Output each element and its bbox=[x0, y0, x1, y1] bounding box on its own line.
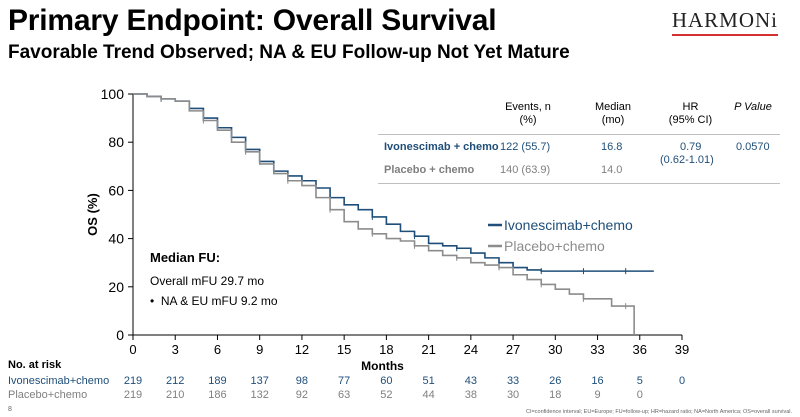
risk-cell: 38 bbox=[464, 389, 477, 401]
header-pvalue: P Value bbox=[734, 101, 772, 113]
y-tick-label: 100 bbox=[101, 86, 125, 102]
row-pbo-median: 14.0 bbox=[601, 164, 623, 176]
risk-cell: 5 bbox=[636, 375, 643, 387]
page-number: 8 bbox=[8, 406, 12, 413]
x-tick-label: 30 bbox=[548, 342, 562, 357]
risk-cell: 26 bbox=[549, 375, 562, 387]
risk-cell: 44 bbox=[422, 389, 435, 401]
mfu-title: Median FU: bbox=[150, 250, 221, 265]
page-title: Primary Endpoint: Overall Survival bbox=[8, 4, 497, 37]
x-tick-label: 9 bbox=[256, 342, 263, 357]
row-ivo-hr: 0.79 bbox=[680, 141, 702, 153]
header-hr: HR (95% CI) bbox=[668, 101, 713, 126]
risk-cell: 77 bbox=[338, 375, 351, 387]
x-tick-label: 33 bbox=[590, 342, 604, 357]
table-divider-bottom bbox=[378, 183, 780, 184]
x-tick-label: 6 bbox=[214, 342, 221, 357]
risk-cell: 30 bbox=[506, 389, 520, 401]
table-divider-top bbox=[378, 134, 780, 135]
y-tick-label: 40 bbox=[108, 231, 124, 247]
x-tick-label: 27 bbox=[506, 342, 520, 357]
risk-cell: 0 bbox=[636, 389, 643, 401]
risk-row-pbo-label: Placebo+chemo bbox=[8, 389, 88, 401]
risk-cell: 33 bbox=[506, 375, 520, 387]
row-ivo-label: Ivonescimab + chemo bbox=[384, 141, 499, 153]
x-tick-label: 36 bbox=[633, 342, 647, 357]
y-axis-label: OS (%) bbox=[85, 193, 100, 236]
x-tick-label: 18 bbox=[379, 342, 393, 357]
legend-label: Ivonescimab+chemo bbox=[504, 217, 633, 233]
y-tick-label: 0 bbox=[116, 327, 124, 343]
risk-cell: 16 bbox=[591, 375, 604, 387]
bullet-icon: • bbox=[150, 294, 161, 308]
series-line-placebo bbox=[133, 93, 635, 335]
risk-cell: 132 bbox=[250, 389, 269, 401]
mfu-overall: Overall mFU 29.7 mo bbox=[150, 274, 265, 288]
risk-cell: 9 bbox=[594, 389, 601, 401]
risk-cell: 219 bbox=[123, 375, 143, 387]
risk-cell: 98 bbox=[295, 375, 309, 387]
risk-cell: 18 bbox=[549, 389, 562, 401]
risk-cell: 51 bbox=[422, 375, 435, 387]
page-subtitle: Favorable Trend Observed; NA & EU Follow… bbox=[8, 42, 570, 63]
row-ivo-median: 16.8 bbox=[601, 141, 623, 153]
x-tick-label: 12 bbox=[295, 342, 309, 357]
logo-underline bbox=[671, 34, 778, 36]
x-tick-label: 39 bbox=[675, 342, 689, 357]
risk-cell: 63 bbox=[338, 389, 351, 401]
footnote: CI=confidence interval; EU=Europe; FU=fo… bbox=[526, 409, 792, 415]
risk-table-title: No. at risk bbox=[8, 359, 62, 371]
risk-cell: 43 bbox=[464, 375, 477, 387]
x-tick-label: 15 bbox=[337, 342, 351, 357]
harmoni-logo: HARMONi bbox=[671, 8, 778, 36]
risk-cell: 219 bbox=[123, 389, 143, 401]
risk-cell: 189 bbox=[208, 375, 227, 387]
logo-text: HARMONi bbox=[671, 8, 778, 32]
risk-cell: 52 bbox=[380, 389, 393, 401]
y-tick-label: 80 bbox=[108, 134, 124, 150]
row-ivo-events: 122 (55.7) bbox=[500, 141, 551, 153]
risk-cell: 0 bbox=[678, 375, 686, 387]
risk-cell: 137 bbox=[250, 375, 269, 387]
x-tick-label: 3 bbox=[172, 342, 179, 357]
mfu-na-eu-text: NA & EU mFU 9.2 mo bbox=[160, 294, 278, 308]
legend-label: Placebo+chemo bbox=[504, 238, 605, 254]
header-events: Events, n (%) bbox=[505, 101, 551, 126]
row-ivo-p: 0.0570 bbox=[736, 141, 770, 153]
header-median: Median (mo) bbox=[594, 101, 632, 126]
row-ivo-ci: (0.62-1.01) bbox=[660, 154, 714, 166]
x-tick-label: 0 bbox=[129, 342, 136, 357]
y-tick-label: 60 bbox=[108, 182, 124, 198]
risk-row-ivo-label: Ivonescimab+chemo bbox=[8, 375, 110, 387]
y-tick-label: 20 bbox=[108, 279, 124, 295]
mfu-na-eu: • NA & EU mFU 9.2 mo bbox=[150, 294, 278, 308]
x-axis-label: Months bbox=[361, 359, 404, 373]
series-line-ivonescimab bbox=[133, 93, 654, 272]
x-tick-label: 24 bbox=[464, 342, 478, 357]
risk-cell: 210 bbox=[166, 389, 185, 401]
row-pbo-events: 140 (63.9) bbox=[500, 164, 551, 176]
risk-cell: 92 bbox=[295, 389, 309, 401]
risk-cell: 60 bbox=[380, 375, 393, 387]
row-pbo-label: Placebo + chemo bbox=[384, 164, 475, 176]
risk-cell: 186 bbox=[208, 389, 227, 401]
risk-cell: 212 bbox=[166, 375, 185, 387]
x-tick-label: 21 bbox=[421, 342, 435, 357]
